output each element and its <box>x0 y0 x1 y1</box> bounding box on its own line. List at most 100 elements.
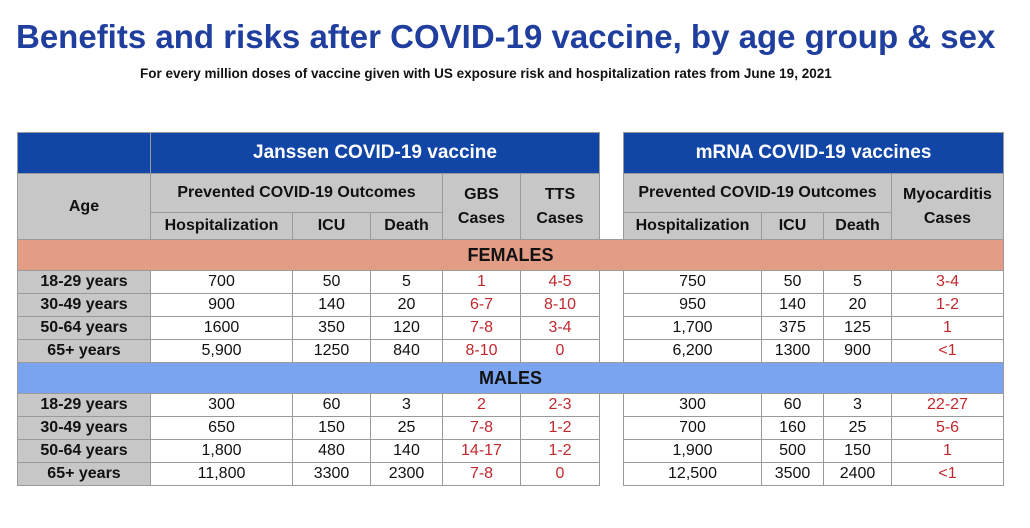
gbs-header: GBS Cases <box>442 173 521 240</box>
table-row: 65+ years 5,900 1250 840 8-10 0 6,200 13… <box>17 339 1004 363</box>
gbs-cell: 6-7 <box>442 293 521 317</box>
mrna-death-cell: 2400 <box>823 462 892 486</box>
mrna-death-cell: 150 <box>823 439 892 463</box>
myocarditis-cell: <1 <box>891 462 1004 486</box>
janssen-death-cell: 20 <box>370 293 443 317</box>
myocarditis-cell: 22-27 <box>891 393 1004 417</box>
mrna-hosp-cell: 6,200 <box>623 339 762 363</box>
janssen-death-cell: 120 <box>370 316 443 340</box>
janssen-hosp-cell: 1600 <box>150 316 293 340</box>
janssen-death-cell: 140 <box>370 439 443 463</box>
janssen-hosp-header: Hospitalization <box>150 212 293 240</box>
gbs-cell: 2 <box>442 393 521 417</box>
tts-cell: 3-4 <box>520 316 600 340</box>
mrna-hosp-cell: 1,700 <box>623 316 762 340</box>
janssen-header: Janssen COVID-19 vaccine <box>150 132 600 174</box>
mrna-death-header: Death <box>823 212 892 240</box>
corner-cell <box>17 132 151 174</box>
age-header: Age <box>17 173 151 240</box>
table-row: 18-29 years 700 50 5 1 4-5 750 50 5 3-4 <box>17 270 1004 294</box>
mrna-icu-header: ICU <box>761 212 824 240</box>
mrna-icu-cell: 375 <box>761 316 824 340</box>
janssen-hosp-cell: 700 <box>150 270 293 294</box>
janssen-icu-cell: 60 <box>292 393 371 417</box>
mrna-hosp-cell: 700 <box>623 416 762 440</box>
mrna-death-cell: 25 <box>823 416 892 440</box>
age-cell: 18-29 years <box>17 393 151 417</box>
gbs-cell: 7-8 <box>442 316 521 340</box>
janssen-icu-header: ICU <box>292 212 371 240</box>
mrna-hosp-cell: 950 <box>623 293 762 317</box>
table-row: 65+ years 11,800 3300 2300 7-8 0 12,500 … <box>17 462 1004 486</box>
age-cell: 65+ years <box>17 462 151 486</box>
vaccine-table: Janssen COVID-19 vaccine mRNA COVID-19 v… <box>17 132 1004 486</box>
janssen-icu-cell: 50 <box>292 270 371 294</box>
mrna-icu-cell: 140 <box>761 293 824 317</box>
janssen-death-cell: 25 <box>370 416 443 440</box>
gbs-cell: 8-10 <box>442 339 521 363</box>
tts-cell: 1-2 <box>520 439 600 463</box>
janssen-icu-cell: 1250 <box>292 339 371 363</box>
mrna-icu-cell: 500 <box>761 439 824 463</box>
janssen-hosp-cell: 650 <box>150 416 293 440</box>
gbs-cell: 1 <box>442 270 521 294</box>
tts-cell: 0 <box>520 339 600 363</box>
myocarditis-cell: 1-2 <box>891 293 1004 317</box>
mrna-death-cell: 3 <box>823 393 892 417</box>
table-row: 30-49 years 900 140 20 6-7 8-10 950 140 … <box>17 293 1004 317</box>
janssen-prevented-header: Prevented COVID-19 Outcomes <box>150 173 443 213</box>
mrna-death-cell: 20 <box>823 293 892 317</box>
janssen-icu-cell: 350 <box>292 316 371 340</box>
page-subtitle: For every million doses of vaccine given… <box>140 66 832 81</box>
column-gap <box>599 393 624 417</box>
janssen-hosp-cell: 300 <box>150 393 293 417</box>
mrna-header: mRNA COVID-19 vaccines <box>623 132 1004 174</box>
mrna-icu-cell: 1300 <box>761 339 824 363</box>
janssen-icu-cell: 480 <box>292 439 371 463</box>
tts-cell: 1-2 <box>520 416 600 440</box>
gbs-cell: 7-8 <box>442 462 521 486</box>
age-cell: 30-49 years <box>17 293 151 317</box>
tts-cell: 0 <box>520 462 600 486</box>
column-gap <box>599 132 624 174</box>
table-row: 30-49 years 650 150 25 7-8 1-2 700 160 2… <box>17 416 1004 440</box>
myocarditis-header: Myocarditis Cases <box>891 173 1004 240</box>
column-gap <box>599 439 624 463</box>
age-cell: 50-64 years <box>17 316 151 340</box>
myocarditis-cell: 1 <box>891 316 1004 340</box>
mrna-hosp-cell: 12,500 <box>623 462 762 486</box>
column-gap <box>599 173 624 240</box>
mrna-icu-cell: 160 <box>761 416 824 440</box>
males-section-header: MALES <box>17 362 1004 394</box>
janssen-icu-cell: 140 <box>292 293 371 317</box>
age-cell: 50-64 years <box>17 439 151 463</box>
janssen-death-cell: 3 <box>370 393 443 417</box>
mrna-death-cell: 5 <box>823 270 892 294</box>
age-cell: 30-49 years <box>17 416 151 440</box>
janssen-death-header: Death <box>370 212 443 240</box>
age-cell: 18-29 years <box>17 270 151 294</box>
column-gap <box>599 339 624 363</box>
janssen-death-cell: 5 <box>370 270 443 294</box>
tts-cell: 8-10 <box>520 293 600 317</box>
mrna-hosp-cell: 300 <box>623 393 762 417</box>
table-row: 50-64 years 1600 350 120 7-8 3-4 1,700 3… <box>17 316 1004 340</box>
mrna-death-cell: 125 <box>823 316 892 340</box>
janssen-death-cell: 840 <box>370 339 443 363</box>
column-gap <box>599 462 624 486</box>
tts-cell: 4-5 <box>520 270 600 294</box>
janssen-hosp-cell: 900 <box>150 293 293 317</box>
gbs-cell: 14-17 <box>442 439 521 463</box>
mrna-icu-cell: 50 <box>761 270 824 294</box>
myocarditis-cell: <1 <box>891 339 1004 363</box>
column-gap <box>599 270 624 294</box>
column-gap <box>599 316 624 340</box>
table-row: 50-64 years 1,800 480 140 14-17 1-2 1,90… <box>17 439 1004 463</box>
myocarditis-cell: 3-4 <box>891 270 1004 294</box>
janssen-hosp-cell: 1,800 <box>150 439 293 463</box>
mrna-hosp-cell: 1,900 <box>623 439 762 463</box>
column-gap <box>599 416 624 440</box>
myocarditis-cell: 1 <box>891 439 1004 463</box>
janssen-icu-cell: 3300 <box>292 462 371 486</box>
myocarditis-cell: 5-6 <box>891 416 1004 440</box>
